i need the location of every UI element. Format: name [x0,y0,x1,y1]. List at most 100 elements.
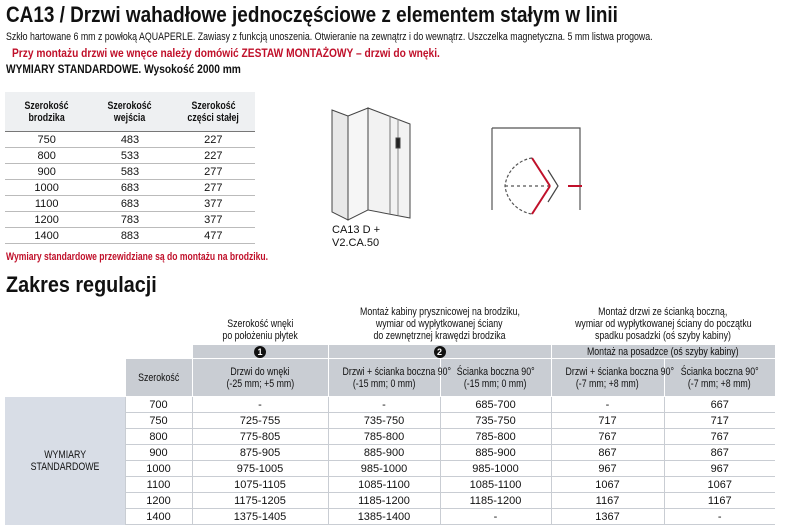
column-header: Drzwi + ścianka boczna 90° (-15 mm; 0 mm) [327,358,450,397]
diagrams [331,107,582,221]
cell: 750 [124,412,192,429]
cell: 1385-1400 [327,508,440,525]
row: 1400 1375-1405 1385-1400-1367- [5,508,775,525]
cell-text: brodzika [28,111,65,124]
cell-line: części stałej [172,112,255,124]
group-header: Montaż kabiny prysznicowej na brodziku, w… [328,298,551,345]
cell: 885-900 [439,444,551,461]
row: 1000 975-1005 985-1000 985-1000 967 967 [5,460,775,477]
top-view [491,127,582,215]
cell-line: Szerokość wnęki [192,318,328,330]
cell-line: STANDARDOWE [5,461,125,473]
cell-text: do zewnętrznej krawędzi brodzika [373,330,506,342]
cell-text: po położeniu płytek [222,330,298,342]
group-marker: 1 [191,344,329,359]
cell: 667 [663,396,775,413]
cell: 1067 [663,476,775,493]
cell: 277 [171,163,255,180]
cell-line: Drzwi + ścianka boczna 90° [552,366,673,378]
cell-line: do zewnętrznej krawędzi brodzika [328,330,551,342]
header-row: Szerokość brodzika Szerokość wejścia Szeroko… [5,92,255,132]
cell-line: wymiar od wypłytkowanej ściany [328,318,551,330]
group-row: Szerokość wnęki po położeniu płytek Montaż… [5,298,775,345]
row: 1100 1075-1105 1085-1100 1085-1100 1067 1067 [5,476,775,493]
cell: 717 [663,412,775,429]
cell: 1067 [550,476,664,493]
section-title: Zakres regulacji [6,272,157,297]
label-line: CA13 D + [332,224,380,236]
cell: 1167 [663,492,775,509]
cell: 725-755 [191,412,328,429]
cell: 685-700 [439,396,551,413]
cell-line: (-15 mm; 0 mm) [329,378,440,390]
cell: 867 [663,444,775,461]
adjustment-table: Szerokość wnęki po położeniu płytek Montaż… [5,298,776,525]
cell: 1000 [5,179,89,196]
cell: 775-805 [191,428,328,445]
standard-table: Szerokość brodzika Szerokość wejścia Szeroko… [5,92,255,244]
cell-text: (-7 mm; +8 mm) [576,377,639,390]
cell-line: wejścia [88,112,171,124]
cell: 1185-1200 [439,492,551,509]
cell-text: części stałej [187,111,240,124]
cell: 900 [124,444,192,461]
description: Szkło hartowane 6 mm z powłoką AQUAPERLE… [6,31,653,43]
row: 900 875-905 885-900 885-900 867 867 [5,444,775,461]
column-header: Szerokość brodzika [5,92,89,132]
cell: 583 [88,163,172,180]
row: 750 483 227 [5,131,255,148]
cell: 227 [171,131,255,148]
warning: Przy montażu drzwi we wnęce należy domów… [12,46,440,60]
perspective-view [331,107,411,221]
title: CA13 / Drzwi wahadłowe jednoczęściowe z … [6,2,618,27]
cell-line: Szerokość [88,100,171,112]
group-header: Montaż drzwi ze ścianką boczną, wymiar od… [551,298,775,345]
cell-text: spadku posadzki (oś szyby kabiny) [595,330,731,342]
diagram-label: CA13 D + V2.CA.50 [332,224,380,250]
blank [5,298,192,345]
cell: 1375-1405 [191,508,328,525]
cell-line: Drzwi + ścianka boczna 90° [329,366,450,378]
cell-text: (-7 mm; +8 mm) [688,377,751,390]
group-header: Szerokość wnęki po położeniu płytek [192,298,328,345]
cell: 1000 [124,460,192,477]
cell-text: wymiar od wypłytkowanej ściany [376,318,503,330]
cell: 735-750 [439,412,551,429]
cell: 533 [88,147,172,164]
cell-line: (-7 mm; +8 mm) [552,378,664,390]
cell-line: brodzika [5,112,88,124]
column-header: Drzwi + ścianka boczna 90° (-7 mm; +8 mm) [550,358,673,397]
cell: 785-800 [439,428,551,445]
cell-text: Montaż kabiny prysznicowej na brodziku, [359,306,520,318]
table-note: Wymiary standardowe przewidziane są do m… [6,251,269,263]
row: 750 725-755 735-750 735-750 717 717 [5,412,775,429]
label-line: V2.CA.50 [332,237,380,249]
cell: - [327,396,440,413]
cell-text: wymiar od wypłytkowanej ściany do począt… [574,318,752,330]
cell: 1075-1105 [191,476,328,493]
cell: 227 [171,147,255,164]
cell-line: (-15 mm; 0 mm) [441,378,551,390]
cell: 483 [88,131,172,148]
cell: 985-1000 [327,460,440,477]
row: 1200 1175-1205 1185-1200 1185-1200 1167 1167 [5,492,775,509]
cell-text: Szerokość [137,371,180,384]
cell: 1100 [5,195,89,212]
cell-text: WYMIARY [43,448,86,461]
cell-line: WYMIARY [5,449,125,461]
cell-text: STANDARDOWE [30,460,100,473]
row: 1200 783 377 [5,211,255,228]
cell: 1085-1100 [439,476,551,493]
cell-text: Szerokość [24,99,69,112]
blank [5,345,192,359]
cell: 885-900 [327,444,440,461]
cell-text: Drzwi + ścianka boczna 90° [342,365,451,378]
cell: 800 [5,147,89,164]
cell: 783 [88,211,172,228]
row: 1400 883 477 [5,227,255,244]
cell: 975-1005 [191,460,328,477]
cell: 967 [550,460,664,477]
cell: 883 [88,227,172,244]
